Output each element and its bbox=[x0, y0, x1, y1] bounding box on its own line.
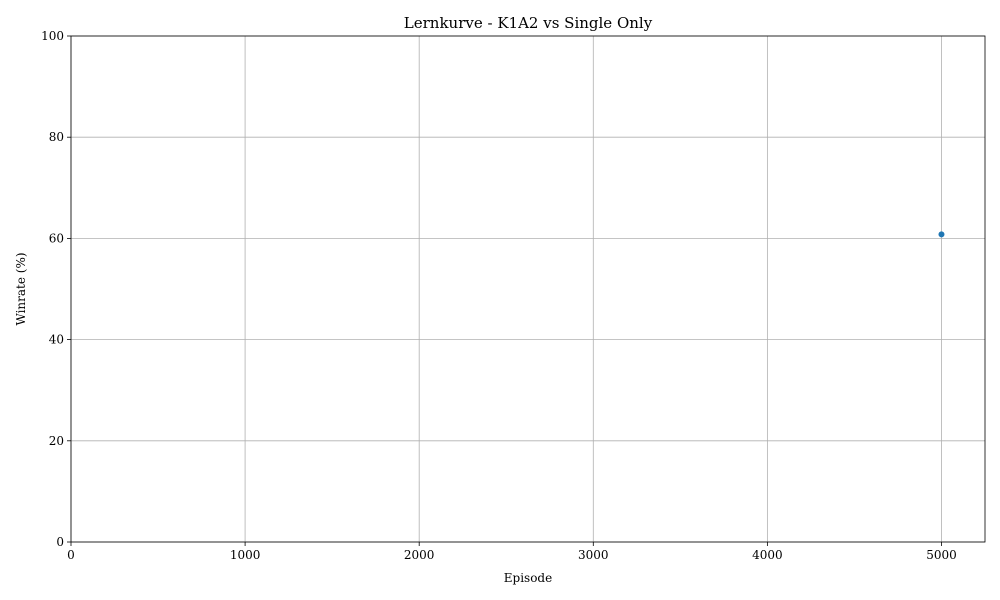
x-tick-label: 2000 bbox=[404, 548, 435, 562]
y-tick-label: 100 bbox=[41, 29, 64, 43]
y-axis: 0 20 40 60 80 100 bbox=[41, 29, 71, 549]
y-tick-label: 60 bbox=[49, 231, 64, 245]
x-axis-title: Episode bbox=[504, 571, 552, 585]
y-tick-label: 20 bbox=[49, 434, 64, 448]
y-tick-label: 80 bbox=[49, 130, 64, 144]
x-axis: 0 1000 2000 3000 4000 5000 bbox=[67, 542, 957, 562]
y-tick-label: 0 bbox=[56, 535, 64, 549]
grid bbox=[70, 35, 985, 543]
x-tick-label: 3000 bbox=[578, 548, 609, 562]
x-tick-label: 1000 bbox=[230, 548, 261, 562]
plot-frame bbox=[70, 35, 986, 543]
x-tick-label: 5000 bbox=[926, 548, 957, 562]
x-tick-label: 4000 bbox=[752, 548, 783, 562]
x-tick-label: 0 bbox=[67, 548, 75, 562]
y-axis-title: Winrate (%) bbox=[14, 252, 28, 325]
y-tick-label: 40 bbox=[49, 333, 64, 347]
data-point bbox=[938, 231, 945, 238]
chart-title: Lernkurve - K1A2 vs Single Only bbox=[404, 14, 653, 32]
series-layer bbox=[938, 231, 945, 238]
